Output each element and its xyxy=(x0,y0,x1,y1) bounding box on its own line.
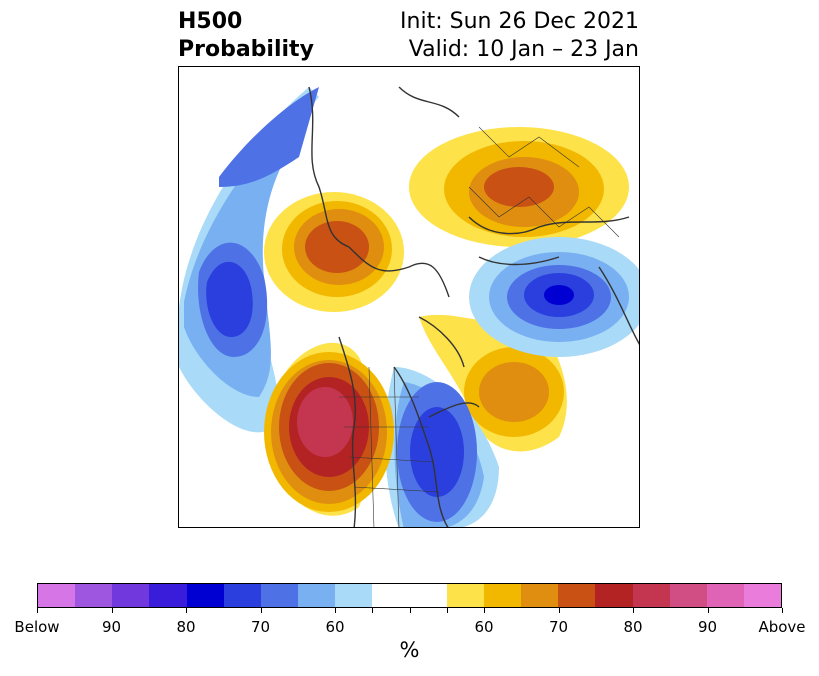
title-right: Init: Sun 26 Dec 2021 Valid: 10 Jan – 23… xyxy=(400,8,639,64)
colorbar-segment xyxy=(75,584,113,607)
borders xyxy=(339,126,620,527)
colorbar-segment xyxy=(669,584,707,607)
colorbar-tick-mark xyxy=(372,608,374,613)
colorbar-tick-label: 70 xyxy=(548,618,569,636)
colorbar-tick-label: 80 xyxy=(623,618,643,636)
colorbar-segment xyxy=(409,584,447,607)
colorbar-tick-mark xyxy=(260,608,262,613)
colorbar-segment xyxy=(558,584,596,607)
colorbar-tick-mark xyxy=(633,608,634,613)
colorbar-tick-mark xyxy=(335,608,336,613)
title-init: Init: Sun 26 Dec 2021 xyxy=(400,9,639,34)
colorbar-segment xyxy=(223,584,261,607)
colorbar-segment xyxy=(706,584,744,607)
colorbar-segment xyxy=(335,584,373,607)
colorbar-tick-mark xyxy=(111,608,113,613)
colorbar-tick-label: 80 xyxy=(176,618,196,636)
colorbar-segment xyxy=(260,584,299,607)
colorbar-tick-label: 90 xyxy=(697,618,718,636)
colorbar-segment xyxy=(298,584,336,607)
colorbar-segment xyxy=(483,584,522,607)
probability-map xyxy=(179,86,639,527)
colorbar-unit-label: % xyxy=(399,638,420,662)
colorbar-segment xyxy=(186,584,224,607)
colorbar-tick-mark xyxy=(37,608,38,613)
title-variable: H500 xyxy=(178,9,243,34)
colorbar xyxy=(37,583,782,608)
colorbar-tick-mark xyxy=(782,608,783,613)
colorbar-tick-mark xyxy=(409,608,411,613)
title-valid: Valid: 10 Jan – 23 Jan xyxy=(408,37,639,62)
colorbar-tick-mark xyxy=(707,608,709,613)
positive-alaska xyxy=(264,192,404,312)
colorbar-segment xyxy=(521,584,559,607)
colorbar-segment xyxy=(149,584,187,607)
positive-europe xyxy=(409,127,629,247)
blue-arc-pacific xyxy=(179,87,319,433)
colorbar-tick-mark xyxy=(186,608,187,613)
colorbar-tick-mark xyxy=(446,608,448,613)
colorbar-tick-label: 70 xyxy=(250,618,271,636)
negative-siberia xyxy=(469,237,639,357)
map-panel xyxy=(178,66,640,528)
colorbar-ticks: Below 90 80 70 60 60 70 80 90 Above xyxy=(14,608,806,648)
colorbar-segment xyxy=(446,584,484,607)
positive-west-na xyxy=(264,342,394,516)
title-left: H500 Probability xyxy=(178,8,314,64)
colorbar-segment xyxy=(632,584,670,607)
colorbar-tick-mark xyxy=(484,608,485,613)
colorbar-segment xyxy=(743,584,782,607)
colorbar-segment xyxy=(38,584,76,607)
colorbar-segment xyxy=(372,584,410,607)
colorbar-tick-label: 60 xyxy=(474,618,494,636)
colorbar-tick-mark xyxy=(558,608,560,613)
colorbar-tick-label: Above xyxy=(758,618,806,636)
colorbar-segment xyxy=(595,584,633,607)
colorbar-tick-label: 90 xyxy=(101,618,122,636)
title-product: Probability xyxy=(178,37,314,62)
colorbar-segment xyxy=(112,584,150,607)
colorbar-tick-label: Below xyxy=(14,618,60,636)
colorbar-tick-label: 60 xyxy=(325,618,345,636)
